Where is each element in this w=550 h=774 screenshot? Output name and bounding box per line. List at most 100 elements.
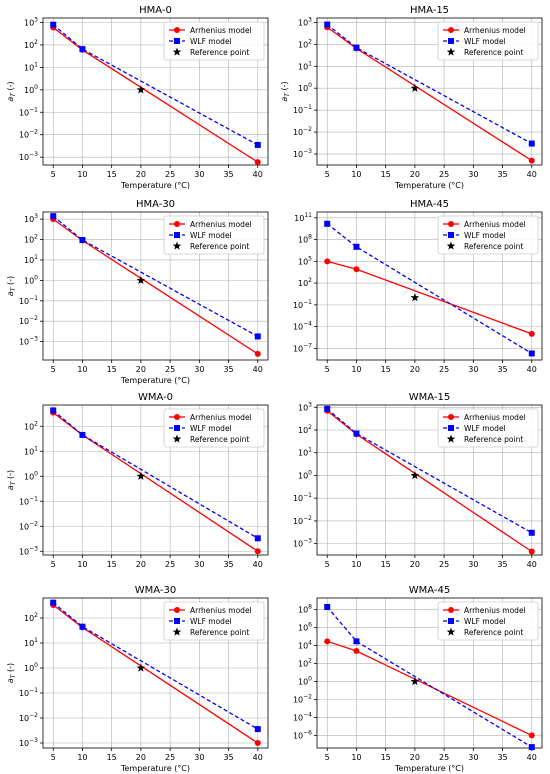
y-tick-label: 101 [24,254,38,265]
y-tick-label: 102 [24,234,38,245]
legend-box [437,408,539,448]
legend-label-reference: Reference point [464,48,523,57]
chart-title: WMA-0 [138,392,173,403]
y-tick-label: 10−1 [293,299,312,310]
legend-marker-wlf [174,38,180,44]
y-tick-label: 100 [24,274,38,285]
x-axis-label: Temperature (°C) [394,764,464,773]
legend-marker-arrhenius [174,221,180,227]
wlf-point [353,243,360,250]
chart-title: WMA-30 [135,585,176,596]
legend: Arrhenius model WLF model Reference point [163,21,265,61]
legend-box [437,21,539,61]
x-tick-label: 20 [410,365,420,374]
y-tick-label: 102 [298,38,312,49]
x-tick-label: 10 [351,170,361,179]
x-tick-label: 40 [527,560,537,569]
y-tick-label: 100 [298,469,312,480]
x-tick-label: 25 [165,753,175,762]
y-tick-label: 103 [298,401,312,412]
wlf-point [50,213,57,220]
legend: Arrhenius model WLF model Reference point [163,215,265,255]
x-tick-label: 20 [136,365,146,374]
x-tick-label: 15 [381,753,391,762]
y-tick-label: 10−3 [19,151,38,162]
x-tick-label: 20 [136,170,146,179]
x-tick-label: 30 [468,365,478,374]
y-tick-label: 100 [24,84,38,95]
chart-title: WMA-45 [409,585,450,596]
x-tick-label: 35 [223,753,233,762]
wlf-point [79,237,86,244]
x-tick-label: 35 [223,365,233,374]
arrhenius-point [528,157,535,164]
x-tick-label: 25 [165,365,175,374]
y-axis-label: aT (-) [6,81,17,101]
x-tick-label: 5 [51,560,56,569]
legend-marker-reference [172,241,182,250]
x-axis-label: Temperature (°C) [120,764,190,773]
legend-marker-wlf [174,425,180,431]
x-tick-label: 20 [136,560,146,569]
legend-box [163,408,265,448]
y-tick-label: 102 [24,420,38,431]
legend-label-reference: Reference point [190,435,249,444]
legend-label-wlf: WLF model [464,424,506,433]
wlf-point [353,638,360,645]
x-tick-label: 15 [381,560,391,569]
legend-label-arrhenius: Arrhenius model [190,606,252,615]
legend-marker-wlf [448,38,454,44]
legend-marker-reference [172,434,182,443]
y-tick-label: 10−2 [293,515,312,526]
chart-panel-hma-15: 5 10 15 20 25 30 35 40 10−3 10−2 10−1 100 101 102 103 H… [280,5,543,190]
legend-marker-arrhenius [174,607,180,613]
legend-label-wlf: WLF model [464,231,506,240]
x-tick-label: 10 [77,560,87,569]
legend-label-reference: Reference point [464,435,523,444]
legend-box [163,601,265,641]
legend-label-arrhenius: Arrhenius model [464,26,526,35]
x-tick-label: 20 [410,753,420,762]
x-tick-label: 25 [439,753,449,762]
legend-label-wlf: WLF model [190,617,232,626]
chart-title: HMA-30 [136,199,175,210]
x-tick-label: 40 [253,753,263,762]
x-tick-label: 25 [439,365,449,374]
arrhenius-line [327,640,533,737]
x-tick-label: 40 [527,365,537,374]
x-tick-label: 10 [351,753,361,762]
legend-label-arrhenius: Arrhenius model [464,220,526,229]
y-tick-label: 10−1 [19,687,38,698]
legend-marker-reference [446,434,456,443]
x-tick-label: 10 [77,365,87,374]
arrhenius-point [528,548,535,555]
legend-label-reference: Reference point [190,628,249,637]
axes-frame [42,211,269,361]
wlf-point [324,21,331,28]
chart-panel-hma-0: 5 10 15 20 25 30 35 40 10−3 10−2 10−1 100 101 102 103 H… [6,5,269,190]
wlf-line [326,606,533,748]
y-tick-label: 101 [24,445,38,456]
x-tick-label: 5 [325,365,330,374]
wlf-point [324,603,331,610]
legend-marker-arrhenius [448,221,454,227]
y-tick-label: 101 [298,60,312,71]
axes-frame [316,17,543,166]
x-tick-label: 5 [51,365,56,374]
legend-label-wlf: WLF model [190,37,232,46]
x-tick-label: 25 [165,560,175,569]
reference-point [410,293,420,302]
chart-panel-wma-30: 5 10 15 20 25 30 35 40 10−3 10−2 10−1 100 101 102 WMA-… [6,585,269,773]
legend: Arrhenius model WLF model Reference point [437,408,539,448]
legend-box [437,601,539,641]
y-tick-label: 10−3 [19,737,38,748]
legend-marker-arrhenius [174,27,180,33]
wlf-line [326,24,533,145]
y-tick-label: 106 [298,622,312,633]
reference-point [136,275,146,285]
x-tick-label: 10 [351,560,361,569]
y-tick-label: 100 [298,676,312,687]
x-tick-label: 40 [253,560,263,569]
x-axis-label: Temperature (°C) [394,181,464,190]
y-tick-label: 10−1 [19,495,38,506]
